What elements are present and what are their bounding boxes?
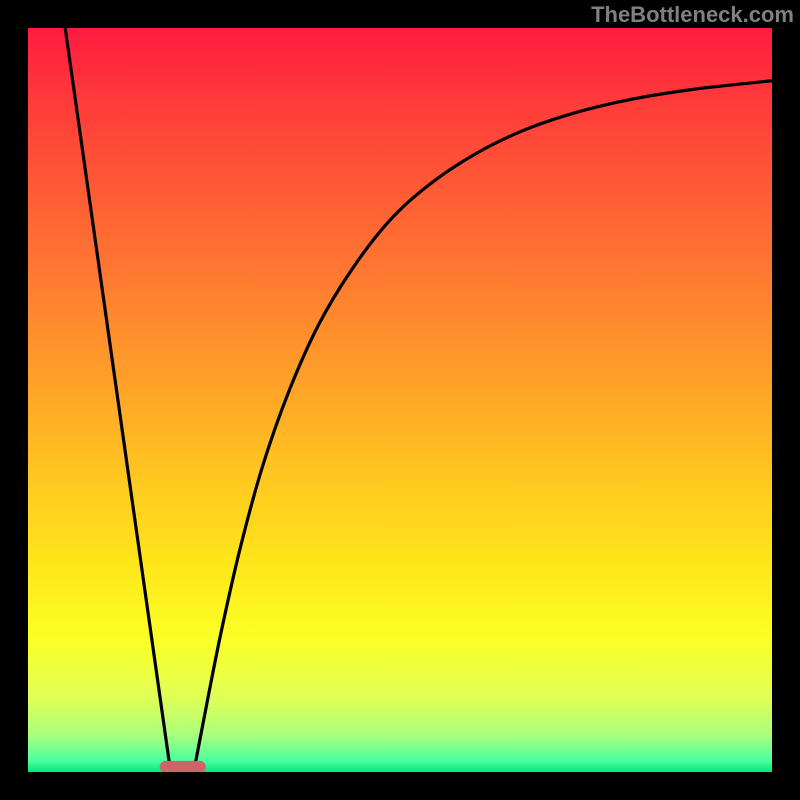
bottleneck-marker [160,761,206,773]
chart-container: TheBottleneck.com [0,0,800,800]
bottleneck-chart [0,0,800,800]
watermark-text: TheBottleneck.com [591,2,794,28]
plot-background [28,28,772,772]
